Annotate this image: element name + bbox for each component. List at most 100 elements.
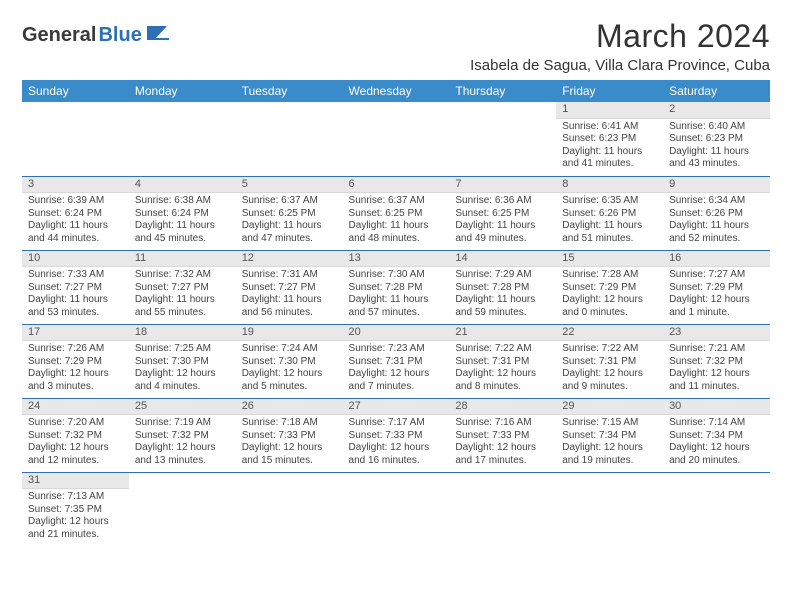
day-body: Sunrise: 7:22 AMSunset: 7:31 PMDaylight:…: [556, 341, 663, 397]
day-number: [129, 102, 236, 104]
col-sunday: Sunday: [22, 80, 129, 102]
day-body: Sunrise: 7:33 AMSunset: 7:27 PMDaylight:…: [22, 267, 129, 323]
day-cell: 25Sunrise: 7:19 AMSunset: 7:32 PMDayligh…: [129, 398, 236, 472]
day-body: Sunrise: 6:41 AMSunset: 6:23 PMDaylight:…: [556, 119, 663, 175]
sunrise: Sunrise: 7:22 AM: [455, 343, 550, 356]
day-number: 2: [663, 102, 770, 119]
sunrise: Sunrise: 6:41 AM: [562, 121, 657, 134]
day-header-row: Sunday Monday Tuesday Wednesday Thursday…: [22, 80, 770, 102]
sunset: Sunset: 7:32 PM: [135, 430, 230, 443]
day-cell: 26Sunrise: 7:18 AMSunset: 7:33 PMDayligh…: [236, 398, 343, 472]
col-saturday: Saturday: [663, 80, 770, 102]
day-body: Sunrise: 7:25 AMSunset: 7:30 PMDaylight:…: [129, 341, 236, 397]
day-number: [236, 473, 343, 475]
daylight: Daylight: 11 hours and 51 minutes.: [562, 220, 657, 245]
day-number: [449, 102, 556, 104]
day-cell: 8Sunrise: 6:35 AMSunset: 6:26 PMDaylight…: [556, 176, 663, 250]
sunrise: Sunrise: 6:40 AM: [669, 121, 764, 134]
logo-text-2: Blue: [98, 24, 141, 47]
logo: General Blue: [22, 24, 169, 47]
sunrise: Sunrise: 7:24 AM: [242, 343, 337, 356]
day-body: Sunrise: 6:39 AMSunset: 6:24 PMDaylight:…: [22, 193, 129, 249]
day-cell: 7Sunrise: 6:36 AMSunset: 6:25 PMDaylight…: [449, 176, 556, 250]
day-cell: 5Sunrise: 6:37 AMSunset: 6:25 PMDaylight…: [236, 176, 343, 250]
daylight: Daylight: 12 hours and 1 minute.: [669, 294, 764, 319]
day-number: 6: [343, 177, 450, 194]
sunset: Sunset: 6:24 PM: [28, 208, 123, 221]
sunset: Sunset: 7:27 PM: [242, 282, 337, 295]
sunset: Sunset: 7:31 PM: [349, 356, 444, 369]
day-cell: 24Sunrise: 7:20 AMSunset: 7:32 PMDayligh…: [22, 398, 129, 472]
day-body: Sunrise: 7:28 AMSunset: 7:29 PMDaylight:…: [556, 267, 663, 323]
week-row: 3Sunrise: 6:39 AMSunset: 6:24 PMDaylight…: [22, 176, 770, 250]
daylight: Daylight: 11 hours and 49 minutes.: [455, 220, 550, 245]
daylight: Daylight: 12 hours and 12 minutes.: [28, 442, 123, 467]
location: Isabela de Sagua, Villa Clara Province, …: [470, 57, 770, 74]
day-body: Sunrise: 7:32 AMSunset: 7:27 PMDaylight:…: [129, 267, 236, 323]
sunrise: Sunrise: 7:18 AM: [242, 417, 337, 430]
day-cell: 12Sunrise: 7:31 AMSunset: 7:27 PMDayligh…: [236, 250, 343, 324]
day-cell: 13Sunrise: 7:30 AMSunset: 7:28 PMDayligh…: [343, 250, 450, 324]
day-number: 9: [663, 177, 770, 194]
daylight: Daylight: 11 hours and 44 minutes.: [28, 220, 123, 245]
flag-icon: [147, 25, 169, 46]
sunset: Sunset: 7:34 PM: [669, 430, 764, 443]
sunset: Sunset: 7:31 PM: [562, 356, 657, 369]
day-cell: 21Sunrise: 7:22 AMSunset: 7:31 PMDayligh…: [449, 324, 556, 398]
sunrise: Sunrise: 7:33 AM: [28, 269, 123, 282]
sunset: Sunset: 7:32 PM: [669, 356, 764, 369]
day-cell: 29Sunrise: 7:15 AMSunset: 7:34 PMDayligh…: [556, 398, 663, 472]
day-body: Sunrise: 7:16 AMSunset: 7:33 PMDaylight:…: [449, 415, 556, 471]
day-number: 18: [129, 325, 236, 342]
sunset: Sunset: 6:25 PM: [455, 208, 550, 221]
day-body: Sunrise: 7:31 AMSunset: 7:27 PMDaylight:…: [236, 267, 343, 323]
day-body: Sunrise: 6:35 AMSunset: 6:26 PMDaylight:…: [556, 193, 663, 249]
day-number: [449, 473, 556, 475]
day-cell: 2 Sunrise: 6:40 AMSunset: 6:23 PMDaylight…: [663, 102, 770, 176]
day-number: 19: [236, 325, 343, 342]
day-body: Sunrise: 6:36 AMSunset: 6:25 PMDaylight:…: [449, 193, 556, 249]
sunrise: Sunrise: 7:19 AM: [135, 417, 230, 430]
day-cell: 6Sunrise: 6:37 AMSunset: 6:25 PMDaylight…: [343, 176, 450, 250]
week-row: 24Sunrise: 7:20 AMSunset: 7:32 PMDayligh…: [22, 398, 770, 472]
sunrise: Sunrise: 7:32 AM: [135, 269, 230, 282]
day-number: 23: [663, 325, 770, 342]
daylight: Daylight: 11 hours and 55 minutes.: [135, 294, 230, 319]
sunset: Sunset: 7:27 PM: [135, 282, 230, 295]
day-cell: 27Sunrise: 7:17 AMSunset: 7:33 PMDayligh…: [343, 398, 450, 472]
sunset: Sunset: 7:32 PM: [28, 430, 123, 443]
day-cell: 11Sunrise: 7:32 AMSunset: 7:27 PMDayligh…: [129, 250, 236, 324]
day-number: [663, 473, 770, 475]
day-body: Sunrise: 7:18 AMSunset: 7:33 PMDaylight:…: [236, 415, 343, 471]
day-number: 4: [129, 177, 236, 194]
sunset: Sunset: 6:23 PM: [669, 133, 764, 146]
day-number: 11: [129, 251, 236, 268]
col-thursday: Thursday: [449, 80, 556, 102]
day-cell: [449, 472, 556, 546]
day-cell: 14Sunrise: 7:29 AMSunset: 7:28 PMDayligh…: [449, 250, 556, 324]
sunrise: Sunrise: 7:16 AM: [455, 417, 550, 430]
day-cell: [343, 472, 450, 546]
daylight: Daylight: 12 hours and 3 minutes.: [28, 368, 123, 393]
day-cell: [129, 472, 236, 546]
day-cell: [343, 102, 450, 176]
day-number: [236, 102, 343, 104]
logo-text-1: General: [22, 24, 96, 47]
week-row: 31Sunrise: 7:13 AMSunset: 7:35 PMDayligh…: [22, 472, 770, 546]
daylight: Daylight: 12 hours and 17 minutes.: [455, 442, 550, 467]
sunset: Sunset: 7:29 PM: [28, 356, 123, 369]
daylight: Daylight: 11 hours and 43 minutes.: [669, 146, 764, 171]
day-cell: 23Sunrise: 7:21 AMSunset: 7:32 PMDayligh…: [663, 324, 770, 398]
day-cell: [236, 472, 343, 546]
day-number: 12: [236, 251, 343, 268]
day-number: 26: [236, 399, 343, 416]
day-body: Sunrise: 7:21 AMSunset: 7:32 PMDaylight:…: [663, 341, 770, 397]
sunrise: Sunrise: 7:30 AM: [349, 269, 444, 282]
day-number: 15: [556, 251, 663, 268]
day-number: 17: [22, 325, 129, 342]
day-cell: 16Sunrise: 7:27 AMSunset: 7:29 PMDayligh…: [663, 250, 770, 324]
day-number: 29: [556, 399, 663, 416]
daylight: Daylight: 11 hours and 47 minutes.: [242, 220, 337, 245]
day-number: [22, 102, 129, 104]
col-wednesday: Wednesday: [343, 80, 450, 102]
